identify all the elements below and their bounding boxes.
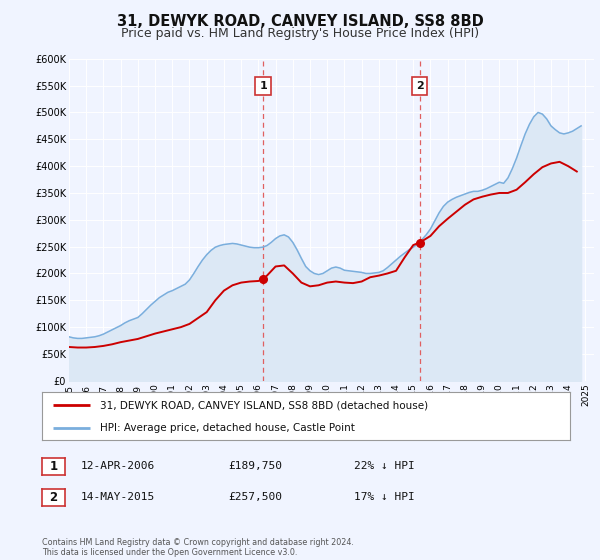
Text: 31, DEWYK ROAD, CANVEY ISLAND, SS8 8BD: 31, DEWYK ROAD, CANVEY ISLAND, SS8 8BD — [116, 14, 484, 29]
Text: 2: 2 — [416, 81, 424, 91]
Text: 12-APR-2006: 12-APR-2006 — [81, 461, 155, 472]
Text: £189,750: £189,750 — [228, 461, 282, 472]
Text: £257,500: £257,500 — [228, 492, 282, 502]
Text: 17% ↓ HPI: 17% ↓ HPI — [354, 492, 415, 502]
Text: 31, DEWYK ROAD, CANVEY ISLAND, SS8 8BD (detached house): 31, DEWYK ROAD, CANVEY ISLAND, SS8 8BD (… — [100, 400, 428, 410]
Text: Price paid vs. HM Land Registry's House Price Index (HPI): Price paid vs. HM Land Registry's House … — [121, 27, 479, 40]
Text: Contains HM Land Registry data © Crown copyright and database right 2024.
This d: Contains HM Land Registry data © Crown c… — [42, 538, 354, 557]
Text: 14-MAY-2015: 14-MAY-2015 — [81, 492, 155, 502]
Text: 1: 1 — [259, 81, 267, 91]
Text: 1: 1 — [49, 460, 58, 473]
Text: 22% ↓ HPI: 22% ↓ HPI — [354, 461, 415, 472]
Text: 2: 2 — [49, 491, 58, 504]
Text: HPI: Average price, detached house, Castle Point: HPI: Average price, detached house, Cast… — [100, 423, 355, 433]
